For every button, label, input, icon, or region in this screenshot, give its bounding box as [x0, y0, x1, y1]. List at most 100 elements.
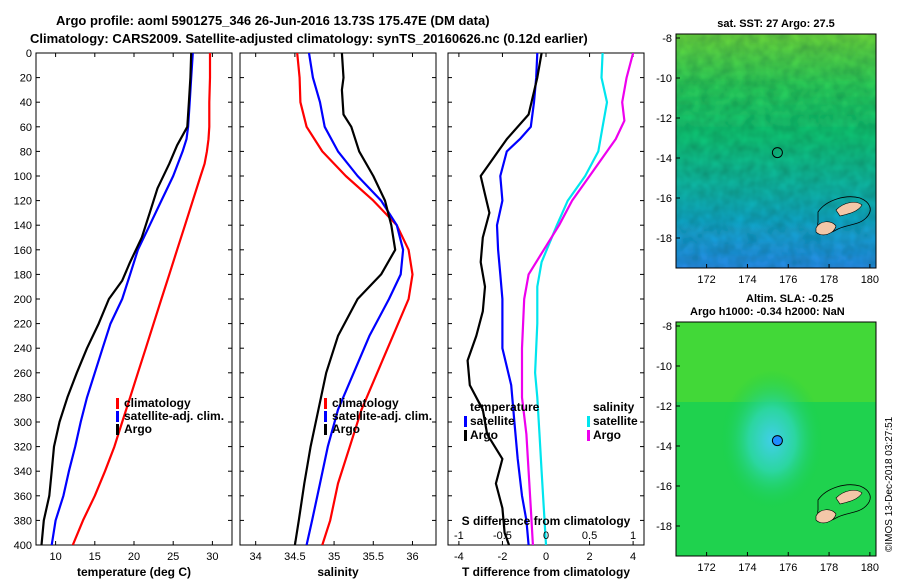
legend-swatch — [116, 398, 119, 409]
y-tick-label: 320 — [14, 442, 32, 454]
x-tick-label: 35.5 — [363, 551, 384, 563]
map-x-tick-label: 178 — [820, 562, 838, 574]
map-x-tick-label: 172 — [697, 562, 715, 574]
y-tick-label: 400 — [14, 540, 32, 552]
sst-map — [675, 33, 877, 269]
map-y-tick-label: -18 — [656, 521, 672, 533]
argo-position-marker — [771, 147, 783, 159]
y-tick-label: 260 — [14, 368, 32, 380]
map-x-tick-label: 174 — [738, 562, 756, 574]
sla-map-title-line1: Altim. SLA: -0.25 — [746, 293, 833, 305]
fiji-vanua-levu — [835, 201, 863, 217]
x-tick-label: -4 — [454, 551, 464, 563]
y-tick-label: 280 — [14, 392, 32, 404]
map-x-tick-label: 176 — [779, 274, 797, 286]
y-tick-label: 140 — [14, 220, 32, 232]
y-tick-label: 360 — [14, 491, 32, 503]
y-tick-label: 220 — [14, 319, 32, 331]
map-y-tick-label: -16 — [656, 481, 672, 493]
plot-area — [35, 52, 233, 546]
series-line-satellite-adj-clim- — [50, 53, 194, 545]
legend-label: Argo — [593, 428, 621, 442]
legend-label: satellite-adj. clim. — [124, 409, 224, 423]
map-y-tick-label: -16 — [656, 193, 672, 205]
series-line-climatology — [296, 53, 414, 545]
legend-label: Argo — [470, 428, 498, 442]
x-tick-label: 25 — [167, 551, 179, 563]
y-tick-label: 300 — [14, 417, 32, 429]
fiji-vanua-levu — [835, 489, 863, 505]
x-tick-label: 20 — [128, 551, 140, 563]
x-tick-label: 36 — [406, 551, 418, 563]
secondary-tick-label: 0 — [543, 530, 549, 542]
x-tick-label: 35 — [328, 551, 340, 563]
x-tick-label: 10 — [49, 551, 61, 563]
legend-label: satellite — [593, 414, 638, 428]
map-x-tick-label: 176 — [779, 562, 797, 574]
map-y-tick-label: -14 — [656, 441, 672, 453]
sla-map-frame — [675, 321, 877, 557]
sst-field — [676, 34, 876, 268]
y-tick-label: 160 — [14, 245, 32, 257]
legend-label: salinity — [593, 400, 635, 414]
map-x-tick-label: 180 — [861, 274, 879, 286]
legend-swatch — [464, 416, 467, 427]
figure-title-line1: Argo profile: aoml 5901275_346 26-Jun-20… — [56, 13, 490, 28]
legend-label: Argo — [332, 422, 360, 436]
series-group — [466, 53, 635, 545]
series-line-argo — [40, 53, 193, 545]
map-x-tick-label: 178 — [820, 274, 838, 286]
map-y-tick-label: -10 — [656, 361, 672, 373]
map-y-tick-label: -10 — [656, 73, 672, 85]
legend-label: climatology — [124, 396, 191, 410]
map-x-tick-label: 174 — [738, 274, 756, 286]
y-tick-label: 380 — [14, 515, 32, 527]
x-tick-label: -2 — [498, 551, 508, 563]
map-y-tick-label: -8 — [662, 321, 672, 333]
secondary-tick-label: 0.5 — [582, 530, 597, 542]
legend-swatch — [587, 416, 590, 427]
y-tick-label: 100 — [14, 171, 32, 183]
series-group — [40, 53, 212, 545]
y-tick-label: 240 — [14, 343, 32, 355]
legend-label: satellite — [470, 414, 515, 428]
map-axes: 172 174 176 178 180 -8 -10 -12 -14 -16 -18 172 174 17… — [656, 33, 879, 574]
y-tick-label: 60 — [20, 122, 32, 134]
legend-label: satellite-adj. clim. — [332, 409, 432, 423]
legend-swatch — [324, 398, 327, 409]
series-line-temperature-satellite — [495, 53, 539, 545]
series-line-satellite-adj-clim- — [305, 53, 405, 545]
legend-swatch — [116, 411, 119, 422]
plot-area — [239, 52, 437, 546]
series-line-argo — [293, 53, 397, 545]
sst-map-title: sat. SST: 27 Argo: 27.5 — [717, 18, 835, 30]
map-y-tick-label: -18 — [656, 233, 672, 245]
secondary-axis-label: S difference from climatology — [462, 514, 631, 528]
map-y-tick-label: -8 — [662, 33, 672, 45]
x-tick-label: 0 — [543, 551, 549, 563]
series-line-temperature-argo — [466, 53, 543, 545]
y-tick-label: 180 — [14, 269, 32, 281]
legend-swatch — [587, 430, 590, 441]
y-tick-label: 200 — [14, 294, 32, 306]
legend-swatch — [116, 424, 119, 435]
series-group — [293, 53, 414, 545]
plot-area — [447, 52, 645, 546]
map-x-tick-label: 172 — [697, 274, 715, 286]
y-tick-label: 0 — [26, 48, 32, 60]
fiji-viti-levu — [815, 509, 837, 524]
secondary-tick-label: 1 — [630, 530, 636, 542]
map-y-tick-label: -12 — [656, 113, 672, 125]
temperature-profile-chart: 0 20 40 60 80 100 120 140 160 180 200 220 240 260 280 3… — [14, 48, 233, 579]
map-y-tick-label: -12 — [656, 401, 672, 413]
series-line-salinity-argo — [520, 53, 635, 545]
x-tick-label: 34 — [250, 551, 262, 563]
legend-swatch — [324, 411, 327, 422]
legend-label: temperature — [470, 400, 540, 414]
x-tick-label: 15 — [89, 551, 101, 563]
legend-swatch — [464, 430, 467, 441]
imos-timestamp: ©IMOS 13-Dec-2018 03:27:51 — [884, 416, 895, 552]
fiji-viti-levu — [815, 221, 837, 236]
